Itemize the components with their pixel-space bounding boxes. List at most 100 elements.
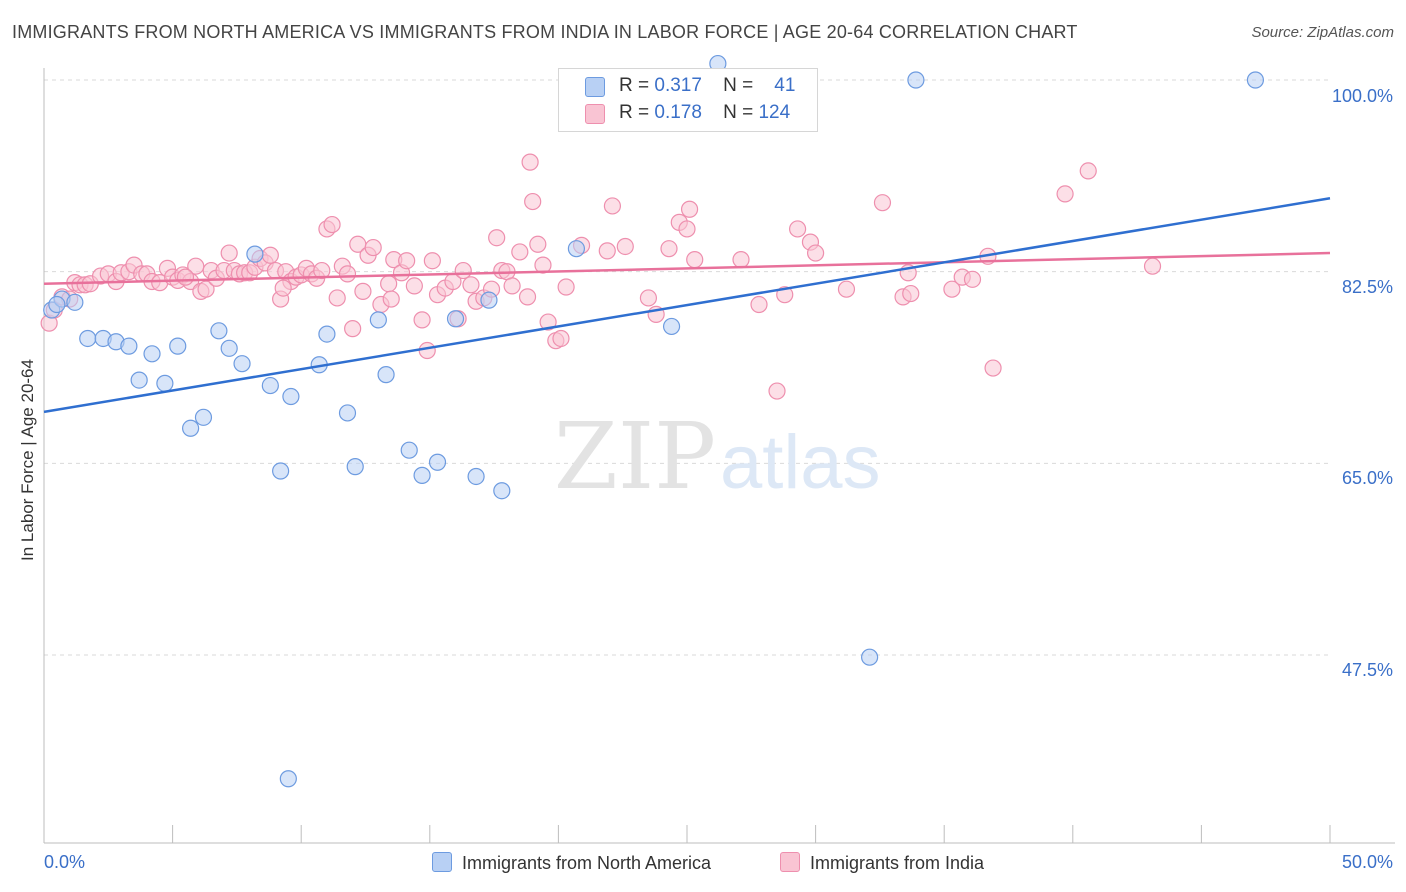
north-america-point	[120, 337, 138, 355]
india-point	[418, 341, 436, 360]
trend-line-india	[43, 251, 1331, 285]
india-point	[423, 252, 441, 270]
legend-r-value: 0.317	[654, 75, 702, 96]
north-america-point	[907, 71, 925, 89]
source-credit: Source: ZipAtlas.com	[1251, 24, 1394, 41]
india-point	[220, 244, 238, 262]
india-point	[354, 282, 372, 300]
watermark-atlas: atlas	[720, 420, 881, 505]
north-america-point	[48, 295, 66, 314]
india-point	[557, 278, 575, 296]
legend-n-value: 41	[774, 75, 796, 96]
series-india-points	[40, 153, 1162, 400]
y-tick-label: 100.0%	[1331, 86, 1393, 106]
india-point	[413, 311, 431, 329]
india-point	[902, 284, 920, 303]
india-point	[788, 220, 807, 238]
india-point	[197, 280, 215, 298]
legend-r-label: R =	[619, 75, 650, 96]
india-point	[678, 220, 696, 238]
y-tick-label: 65.0%	[1341, 468, 1393, 488]
trend-line-north-america	[43, 197, 1331, 414]
bottom-legend-label: Immigrants from India	[810, 853, 985, 873]
trend-lines	[43, 197, 1331, 414]
india-point	[873, 194, 892, 212]
india-point	[837, 280, 856, 298]
y-tick-label: 47.5%	[1341, 660, 1393, 680]
legend-n-value: 124	[758, 102, 791, 123]
india-point	[176, 268, 195, 286]
north-america-point	[413, 466, 431, 484]
india-point	[503, 277, 521, 295]
north-america-point	[210, 322, 228, 340]
india-point	[521, 153, 539, 171]
india-point	[364, 238, 382, 257]
north-america-point	[480, 291, 498, 309]
north-america-point	[272, 462, 290, 480]
india-point	[382, 290, 400, 308]
legend-swatch-north-america	[585, 77, 605, 97]
stats-legend: R = 0.317 N = 41 R = 0.178 N = 124	[558, 68, 818, 132]
india-point	[603, 197, 622, 215]
north-america-point	[338, 404, 357, 422]
bottom-legend-north-america: Immigrants from North America	[432, 852, 711, 874]
india-point	[398, 252, 416, 270]
india-point	[462, 276, 480, 294]
india-point	[660, 240, 678, 258]
north-america-point	[156, 374, 174, 392]
india-point	[806, 244, 825, 262]
india-point	[534, 256, 552, 274]
north-america-point	[467, 467, 485, 486]
india-point	[732, 251, 750, 269]
north-america-point	[246, 245, 264, 263]
x-tick-label-max: 50.0%	[1341, 852, 1393, 872]
bottom-legend-swatch-north-america	[432, 852, 452, 872]
north-america-point	[220, 339, 238, 357]
india-point	[454, 261, 472, 280]
north-america-point	[346, 458, 364, 476]
north-america-point	[369, 311, 387, 329]
north-america-point	[169, 337, 187, 355]
india-point	[261, 246, 279, 264]
india-point	[187, 257, 205, 275]
india-point	[680, 200, 699, 218]
india-point	[552, 329, 570, 348]
india-point	[328, 289, 346, 307]
india-point	[380, 275, 398, 293]
india-point	[639, 289, 658, 307]
chart-title: IMMIGRANTS FROM NORTH AMERICA VS IMMIGRA…	[12, 22, 1078, 42]
india-point	[539, 313, 557, 331]
india-point	[984, 359, 1002, 377]
india-point	[750, 295, 768, 314]
india-point	[768, 382, 786, 400]
legend-n-label: N =	[723, 75, 754, 96]
india-point	[524, 192, 542, 211]
bottom-legend-swatch-india	[780, 852, 800, 872]
india-point	[323, 215, 341, 234]
north-america-point	[446, 310, 465, 328]
north-america-point	[233, 355, 251, 373]
north-america-point	[400, 441, 418, 459]
india-point	[1143, 257, 1162, 275]
india-point	[943, 280, 961, 298]
watermark: ZIP atlas	[554, 403, 881, 510]
india-point	[518, 288, 537, 306]
north-america-point	[182, 419, 200, 437]
india-point	[313, 261, 331, 280]
north-america-point	[279, 770, 297, 788]
legend-swatch-india	[585, 104, 605, 124]
india-point	[598, 242, 616, 260]
legend-n-label: N =	[723, 102, 754, 123]
north-america-point	[567, 240, 586, 258]
north-america-point	[1246, 71, 1265, 89]
india-point	[529, 235, 547, 253]
y-tick-label: 82.5%	[1341, 277, 1393, 297]
north-america-point	[662, 317, 681, 336]
india-point	[616, 237, 634, 256]
axes	[43, 68, 1395, 844]
india-point	[338, 265, 357, 283]
north-america-point	[428, 453, 447, 471]
north-america-point	[130, 371, 148, 389]
india-point	[1079, 162, 1097, 180]
